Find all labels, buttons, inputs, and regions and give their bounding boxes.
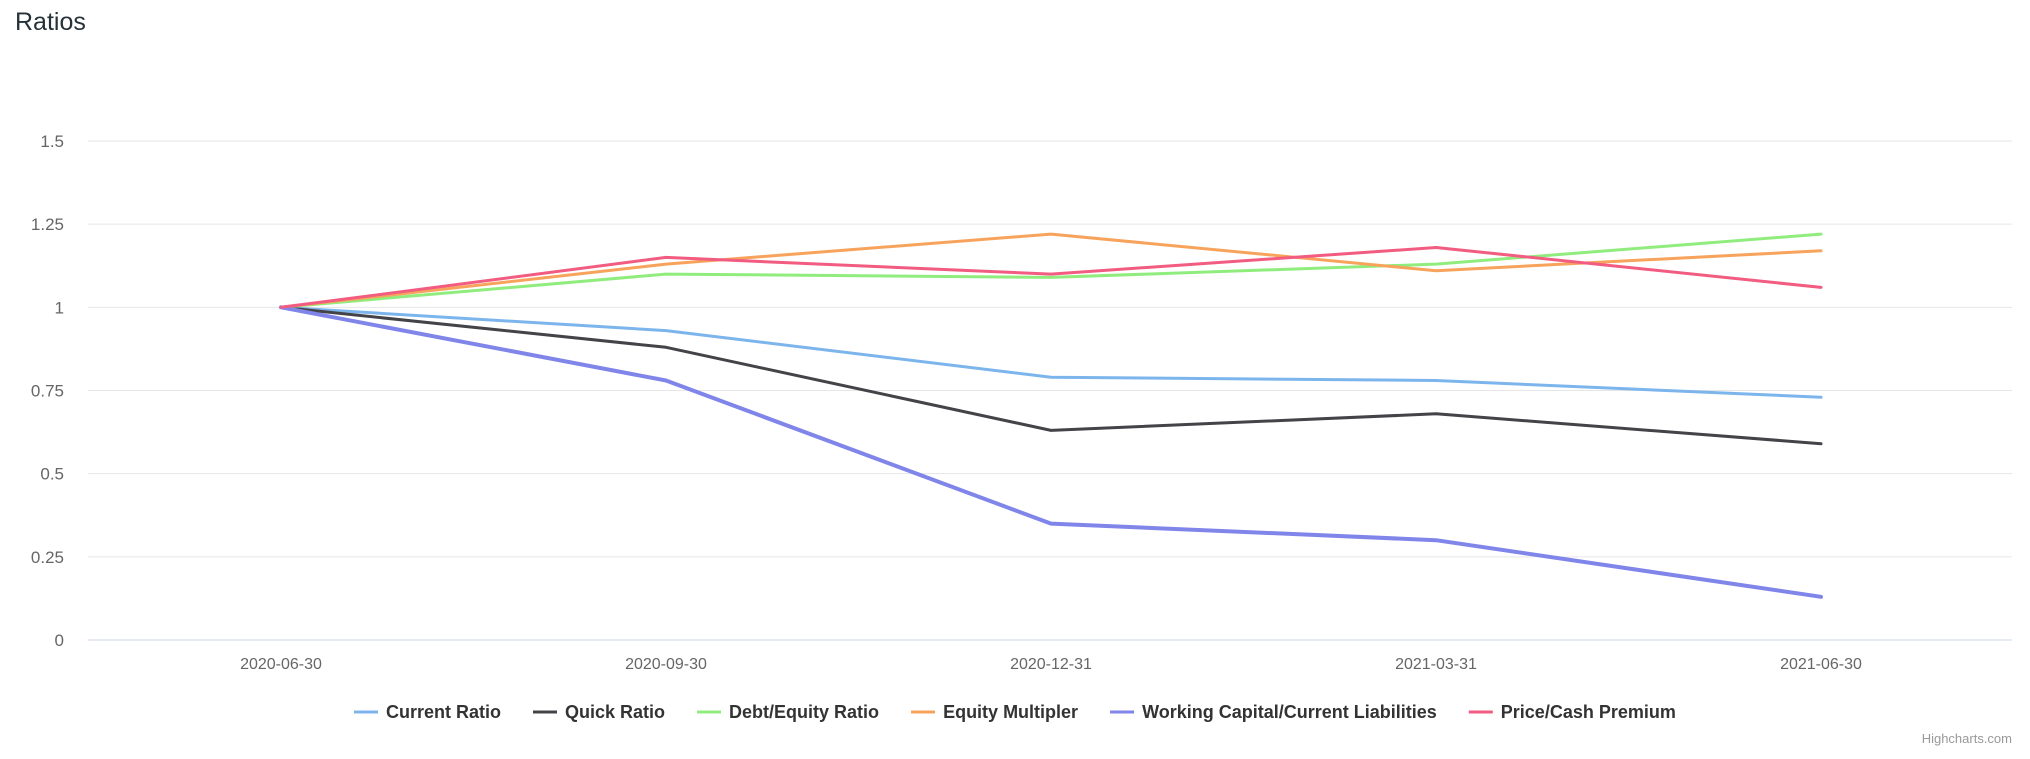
y-tick-label: 0.5 [40, 465, 64, 484]
credits-link[interactable]: Highcharts.com [1921, 731, 2012, 746]
y-tick-label: 0.75 [31, 382, 64, 401]
x-tick-label: 2021-03-31 [1395, 656, 1477, 673]
series-line[interactable] [279, 305, 1823, 599]
series-lines [279, 232, 1823, 599]
legend: Current Ratio Quick Ratio Debt/Equity Rati… [354, 702, 1676, 722]
x-axis: 2020-06-30 2020-09-30 2020-12-31 2021-03-31… [88, 639, 2012, 673]
x-tick-label: 2020-12-31 [1010, 656, 1092, 673]
series-line[interactable] [279, 305, 1823, 446]
legend-item[interactable]: Equity Multipler [911, 702, 1078, 722]
series-line[interactable] [279, 305, 1823, 399]
y-tick-label: 0.25 [31, 548, 64, 567]
y-tick-label: 1.5 [40, 132, 64, 151]
x-tick-label: 2020-06-30 [240, 656, 322, 673]
legend-item[interactable]: Debt/Equity Ratio [697, 702, 879, 722]
legend-item[interactable]: Current Ratio [354, 702, 501, 722]
series-line[interactable] [279, 246, 1823, 309]
legend-label: Price/Cash Premium [1501, 702, 1676, 722]
grid-lines [88, 140, 2012, 558]
legend-label: Working Capital/Current Liabilities [1142, 702, 1437, 722]
legend-item[interactable]: Quick Ratio [533, 702, 665, 722]
y-tick-label: 0 [55, 631, 64, 650]
chart-title: Ratios [15, 8, 86, 36]
y-tick-label: 1.25 [31, 215, 64, 234]
x-tick-label: 2021-06-30 [1780, 656, 1862, 673]
series-line[interactable] [279, 232, 1823, 309]
legend-label: Equity Multipler [943, 702, 1078, 722]
legend-label: Debt/Equity Ratio [729, 702, 879, 722]
series-line[interactable] [279, 232, 1823, 309]
y-tick-label: 1 [55, 298, 64, 317]
legend-label: Current Ratio [386, 702, 501, 722]
legend-item[interactable]: Working Capital/Current Liabilities [1110, 702, 1437, 722]
legend-label: Quick Ratio [565, 702, 665, 722]
x-tick-label: 2020-09-30 [625, 656, 707, 673]
legend-item[interactable]: Price/Cash Premium [1468, 702, 1676, 722]
y-axis-ticks: 0 0.25 0.5 0.75 1 1.25 1.5 [31, 132, 64, 650]
